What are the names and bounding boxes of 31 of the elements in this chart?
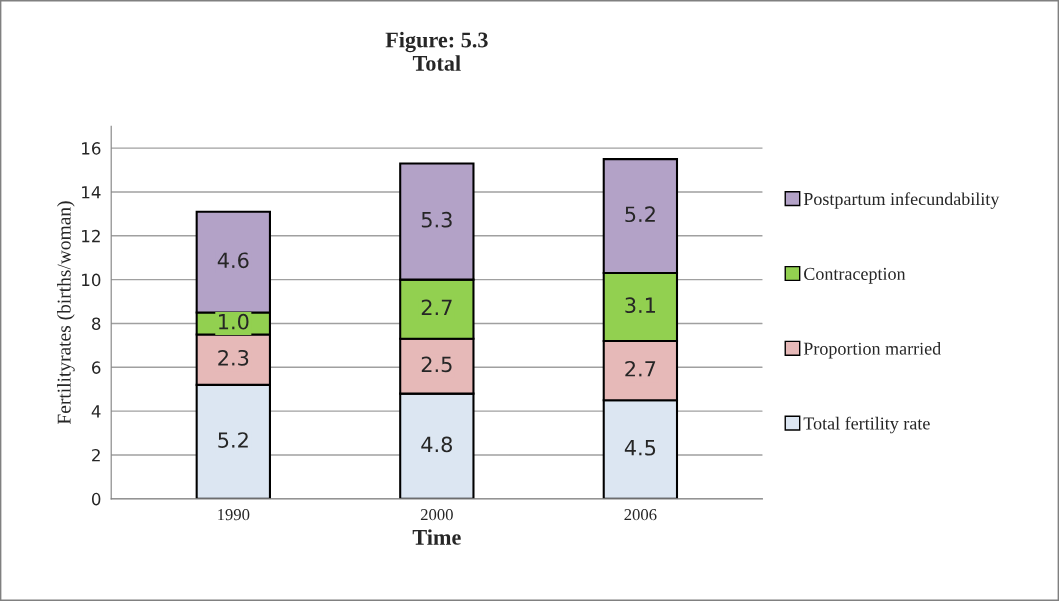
- data-label: 2.7: [625, 360, 656, 377]
- y-tick-label: 14: [82, 186, 101, 199]
- y-tick-label: 12: [82, 229, 100, 243]
- y-tick-label: 16: [82, 142, 101, 155]
- data-label: 4.8: [421, 436, 452, 453]
- legend-label: Total fertility rate: [803, 416, 930, 434]
- y-axis-title: Fertilityrates (births/woman): [57, 201, 75, 425]
- y-tick-label: 10: [82, 273, 101, 287]
- data-label: 5.2: [625, 206, 655, 223]
- y-tick-label: 8: [92, 317, 101, 331]
- data-label: 2.3: [218, 349, 249, 366]
- x-axis-title: Time: [412, 529, 461, 545]
- data-label: 1.0: [219, 313, 249, 330]
- legend-label: Postpartum infecundability: [803, 192, 1000, 209]
- data-label: 2.5: [421, 356, 452, 373]
- x-tick-label: 1990: [218, 509, 250, 521]
- y-tick-label: 2: [92, 448, 100, 462]
- y-tick-label: 4: [91, 405, 101, 418]
- data-label: 3.1: [625, 297, 656, 314]
- legend-label: Proportion married: [803, 342, 941, 359]
- data-label: 2.7: [421, 299, 452, 315]
- x-tick-label: 2000: [420, 509, 453, 521]
- data-label: 5.2: [218, 432, 248, 448]
- x-tick-label: 2006: [624, 509, 657, 521]
- data-label: 5.3: [421, 211, 452, 228]
- chart-title: Figure: 5.3 Total: [385, 31, 488, 71]
- legend-label: Contraception: [804, 267, 906, 284]
- data-label: 4.6: [217, 252, 249, 269]
- y-tick-label: 6: [92, 361, 101, 374]
- data-label: 4.5: [624, 440, 656, 456]
- y-tick-label: 0: [91, 492, 101, 506]
